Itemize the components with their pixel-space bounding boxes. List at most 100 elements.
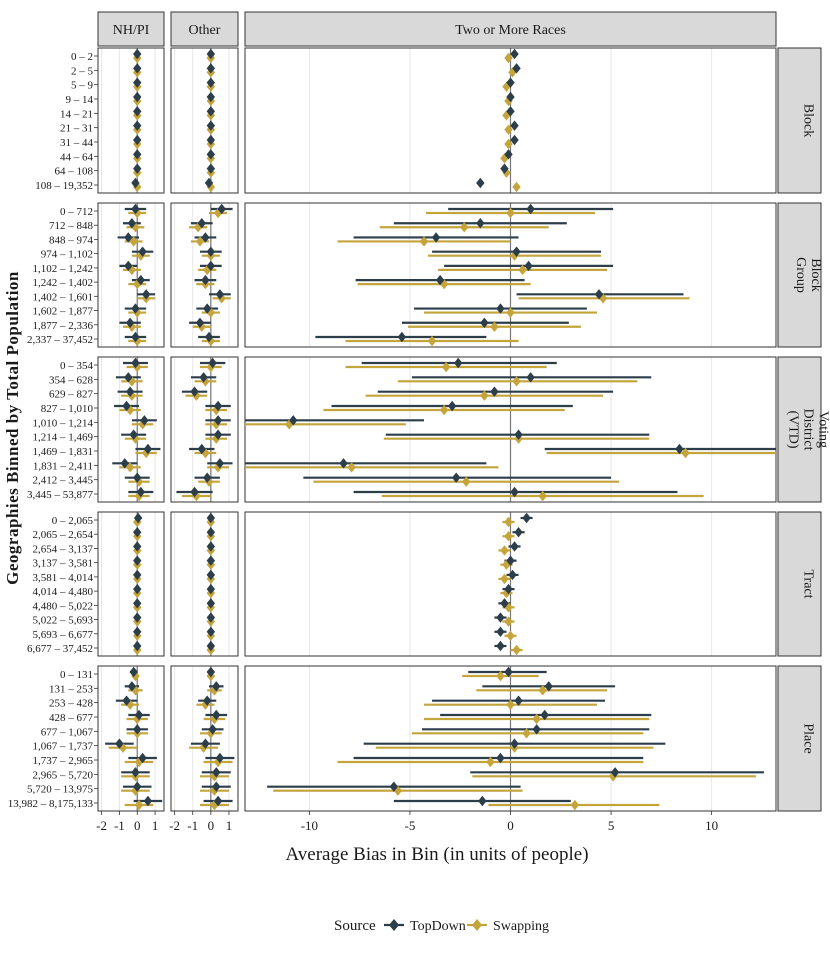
topdown-point	[133, 598, 142, 609]
topdown-point	[478, 795, 487, 807]
x-tick-label: 5	[608, 818, 615, 833]
topdown-point	[206, 555, 216, 566]
x-axis-title: Average Bias in Bin (in units of people)	[285, 844, 588, 865]
panel-border	[170, 511, 239, 657]
row-strip-label: District	[801, 409, 816, 451]
swapping-point	[512, 644, 521, 656]
topdown-point	[133, 134, 142, 146]
topdown-point	[496, 303, 505, 314]
bin-label: 2,654 – 3,137	[33, 543, 94, 555]
topdown-point	[133, 163, 142, 174]
swapping-point	[504, 138, 513, 150]
topdown-point	[203, 695, 212, 706]
topdown-point	[206, 91, 216, 103]
swapping-point	[486, 756, 495, 768]
panel-marks	[189, 203, 233, 347]
panel-marks	[267, 666, 764, 811]
topdown-point	[206, 48, 216, 60]
swapping-point	[393, 785, 403, 796]
topdown-point	[199, 372, 208, 383]
bin-label: 677 – 1,067	[41, 726, 94, 738]
topdown-point	[206, 666, 216, 678]
topdown-point	[190, 386, 199, 397]
topdown-point	[217, 203, 226, 215]
swapping-point	[213, 462, 223, 473]
legend-key-diamond	[389, 919, 399, 931]
swapping-point	[134, 799, 144, 811]
legend-items: TopDown Swapping	[384, 919, 549, 934]
panel-border	[97, 665, 165, 812]
panel-marks	[476, 48, 521, 193]
topdown-point	[133, 781, 142, 792]
topdown-point	[133, 569, 142, 581]
topdown-point	[206, 626, 216, 637]
swapping-point	[522, 728, 531, 739]
topdown-point	[496, 626, 505, 637]
topdown-point	[206, 512, 216, 524]
panel-marks	[245, 357, 776, 502]
topdown-point	[133, 555, 142, 566]
bin-label: 1,402 – 1,601	[33, 291, 94, 303]
topdown-point	[131, 331, 140, 343]
bin-label: 827 – 1,010	[41, 403, 94, 415]
topdown-point	[133, 626, 142, 637]
topdown-point	[500, 598, 509, 609]
topdown-point	[133, 120, 142, 131]
swapping-point	[506, 630, 515, 641]
topdown-point	[133, 541, 142, 552]
bin-label: 0 – 354	[60, 360, 94, 372]
topdown-point	[454, 357, 463, 369]
topdown-point	[610, 767, 620, 778]
swapping-point	[347, 462, 356, 473]
topdown-point	[451, 472, 461, 483]
bin-label: 108 – 19,352	[35, 180, 93, 192]
topdown-point	[131, 203, 140, 215]
topdown-point	[133, 77, 142, 88]
bin-label: 3,445 – 53,877	[27, 489, 94, 501]
panel-marks	[206, 512, 216, 656]
swapping-point	[506, 699, 515, 710]
topdown-point	[510, 738, 519, 749]
topdown-point	[496, 640, 505, 652]
legend-label: TopDown	[410, 919, 466, 934]
bin-label: 5,720 – 13,975	[27, 784, 94, 796]
bin-label: 848 – 974	[49, 234, 94, 246]
swapping-point	[490, 321, 499, 332]
topdown-point	[131, 177, 140, 189]
panel-marks	[204, 48, 216, 193]
swapping-point	[419, 236, 429, 247]
topdown-point	[206, 598, 216, 609]
topdown-point	[125, 317, 135, 328]
x-tick-label: 0	[507, 818, 514, 833]
topdown-point	[490, 386, 499, 397]
topdown-point	[203, 303, 212, 314]
swapping-point	[129, 236, 138, 247]
bin-label: 1,102 – 1,242	[33, 263, 94, 275]
topdown-point	[480, 317, 489, 328]
bin-label: 13,982 – 8,175,133	[8, 798, 94, 810]
bin-label: 354 – 628	[49, 374, 94, 386]
panel-border	[244, 47, 777, 194]
topdown-point	[138, 752, 147, 764]
topdown-point	[141, 289, 151, 300]
x-tick-label: -1	[187, 818, 198, 833]
bin-label: 1,067 – 1,737	[33, 741, 94, 753]
swapping-point	[125, 462, 135, 473]
topdown-point	[476, 218, 485, 229]
topdown-point	[133, 106, 142, 117]
topdown-point	[212, 781, 221, 792]
swapping-point	[201, 699, 210, 710]
topdown-point	[510, 541, 519, 552]
topdown-point	[212, 767, 221, 778]
topdown-point	[504, 149, 513, 160]
topdown-point	[127, 218, 137, 229]
swapping-point	[518, 264, 527, 276]
topdown-point	[122, 695, 131, 706]
topdown-point	[206, 63, 216, 74]
swapping-point	[496, 670, 505, 682]
topdown-point	[195, 317, 205, 328]
topdown-point	[215, 289, 225, 300]
column-strip-label: NH/PI	[113, 23, 150, 38]
bin-label: 1,010 – 1,214	[33, 417, 94, 429]
row-strip-label: Group	[793, 257, 808, 293]
